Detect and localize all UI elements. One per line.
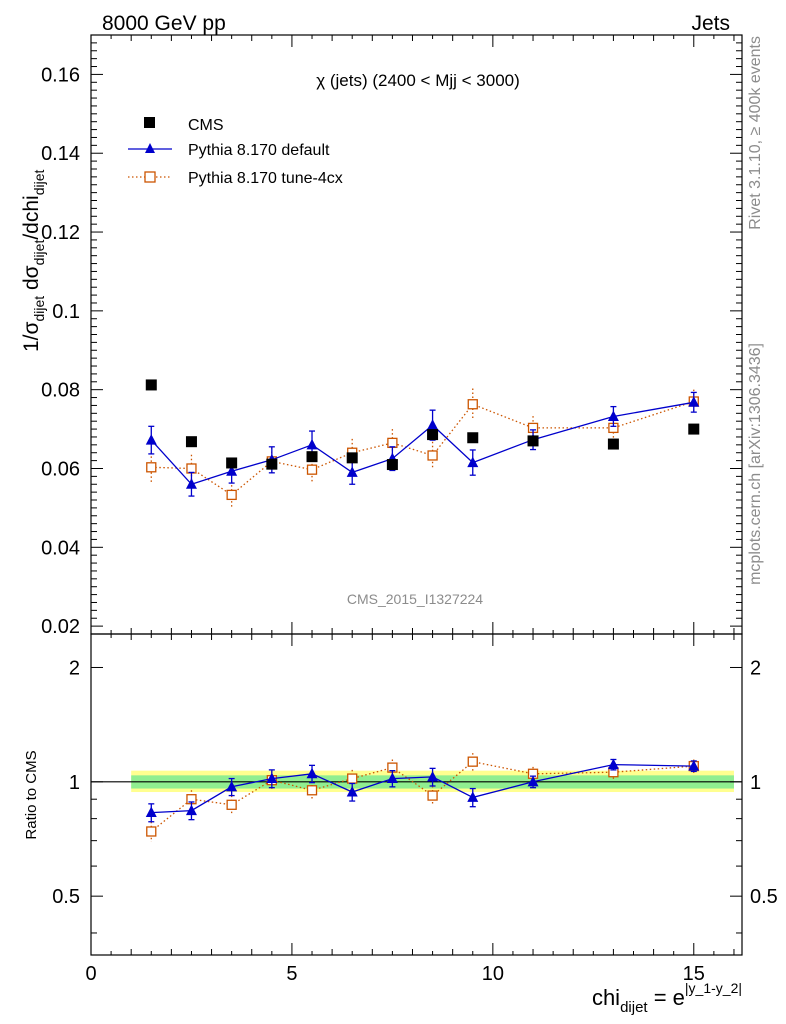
upper-cms-point	[607, 438, 619, 450]
lower-y-tick-label: 1	[69, 772, 80, 794]
ratio-tune4cx-point	[347, 773, 358, 784]
upper-cms-point	[306, 451, 318, 463]
ratio-tune4cx-point	[427, 790, 438, 801]
upper-cms-point	[346, 452, 358, 464]
watermark: CMS_2015_I1327224	[347, 591, 483, 607]
ratio-default-point	[427, 770, 439, 782]
plot-title: χ (jets) (2400 < Mjj < 3000)	[316, 71, 520, 90]
upper-default-point	[467, 456, 479, 468]
legend: CMS Pythia 8.170 default Pythia 8.170 tu…	[128, 117, 343, 187]
legend-marker-default	[145, 143, 155, 153]
ratio-default-line	[151, 763, 694, 814]
upper-default-point	[688, 396, 700, 407]
upper-y-tick-label: 0.16	[41, 64, 80, 86]
upper-y-tick-label: 0.14	[41, 143, 80, 165]
ratio-default-point	[688, 760, 700, 771]
upper-y-tick-label: 0.02	[41, 616, 80, 638]
x-tick-label: 0	[85, 963, 96, 985]
ratio-default-point	[607, 758, 619, 770]
x-tick-label: 10	[482, 963, 504, 985]
upper-y-axis-label: 1/σdijet dσdijet/dchidijet	[20, 170, 47, 352]
ratio-default-point	[145, 806, 157, 818]
ratio-default-point	[346, 786, 358, 797]
upper-tune4cx-point	[306, 464, 318, 475]
ratio-default-point	[226, 780, 238, 792]
lower-y-tick-label-right: 0.5	[750, 886, 778, 908]
mcplots-text: mcplots.cern.ch [arXiv:1306.3436]	[747, 343, 764, 585]
svg-text:1/σdijet dσdijet/dchidijet: 1/σdijet dσdijet/dchidijet	[20, 170, 47, 352]
legend-label-tune: Pythia 8.170 tune-4cx	[188, 170, 343, 187]
upper-default-point	[346, 466, 358, 477]
upper-default-point	[607, 410, 619, 421]
ratio-tune4cx-point	[146, 826, 157, 837]
lower-y-axis-label: Ratio to CMS	[23, 750, 40, 839]
upper-cms-point	[427, 429, 439, 441]
upper-cms-point	[527, 435, 539, 447]
ratio-default-point	[185, 804, 197, 816]
upper-default-point	[226, 465, 238, 476]
upper-default-line	[150, 401, 694, 486]
upper-cms-point	[467, 432, 479, 444]
ratio-tune4cx-point	[226, 799, 237, 810]
lower-y-tick-label: 2	[69, 657, 80, 679]
upper-tune4cx-point	[146, 462, 157, 473]
ratio-default-point	[266, 772, 278, 784]
ratio-tune4cx-point	[306, 785, 318, 796]
ratio-default-point	[386, 772, 398, 784]
upper-cms-point	[185, 436, 197, 448]
upper-y-tick-label: 0.06	[41, 458, 80, 480]
svg-text:chidijet = e|y_1-y_2|: chidijet = e|y_1-y_2|	[592, 980, 742, 1016]
upper-default-point	[145, 434, 157, 445]
upper-cms-point	[266, 458, 278, 470]
legend-label-default: Pythia 8.170 default	[188, 142, 330, 159]
upper-y-tick-label: 0.1	[52, 301, 80, 323]
ratio-default-point	[306, 767, 318, 779]
x-tick-label: 15	[683, 963, 705, 985]
x-tick-label: 5	[286, 963, 297, 985]
legend-marker-cms	[144, 117, 155, 128]
legend-marker-tune	[144, 171, 156, 183]
lower-y-tick-label-right: 1	[750, 772, 761, 794]
upper-y-tick-label: 0.08	[41, 380, 80, 402]
upper-y-tick-label: 0.12	[41, 222, 80, 244]
header-left: 8000 GeV pp	[102, 12, 226, 35]
upper-default-point	[306, 438, 318, 450]
ratio-default-point	[527, 775, 539, 787]
upper-y-tick-label: 0.04	[41, 537, 80, 559]
ratio-tune4cx-line	[150, 761, 694, 833]
x-axis-label: chidijet = e|y_1-y_2|	[592, 980, 742, 1016]
ratio-tune4cx-point	[467, 756, 478, 767]
upper-tune4cx-point	[186, 463, 197, 474]
rivet-version-text: Rivet 3.1.10, ≥ 400k events	[747, 36, 764, 230]
upper-tune4cx-point	[467, 399, 478, 410]
upper-cms-point	[386, 459, 398, 471]
upper-default-point	[185, 478, 197, 489]
lower-frame	[90, 633, 743, 956]
upper-tune4cx-line	[151, 400, 695, 496]
lower-y-tick-label-right: 2	[750, 657, 761, 679]
header-right: Jets	[691, 12, 730, 35]
legend-label-cms: CMS	[188, 117, 224, 134]
upper-tune4cx-point	[427, 450, 438, 461]
upper-tune4cx-point	[226, 489, 237, 501]
chart-dynamic-layer: 0 5 10 15 0.02 0.04 0.06 0.08 0.1 0.12 0.14 0.16 0.5…	[41, 34, 778, 985]
lower-y-tick-label: 0.5	[52, 886, 80, 908]
upper-cms-point	[688, 423, 700, 435]
upper-tune4cx-point	[387, 437, 398, 449]
upper-default-point	[427, 419, 439, 430]
upper-cms-point	[145, 379, 157, 391]
upper-cms-point	[226, 457, 238, 469]
ratio-default-point	[467, 791, 479, 802]
